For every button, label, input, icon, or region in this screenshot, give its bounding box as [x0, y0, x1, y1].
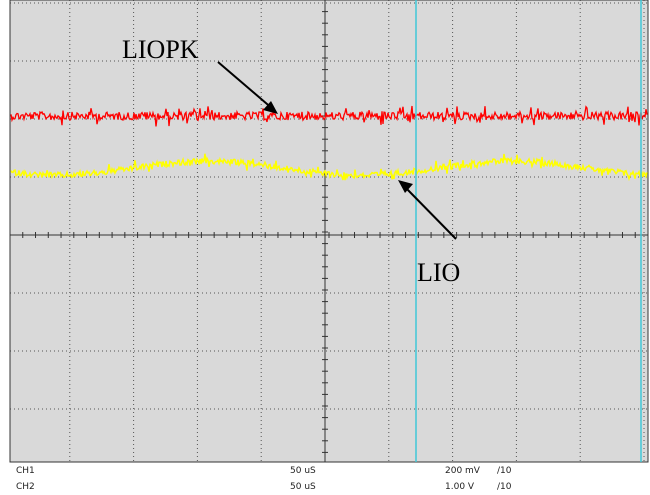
annotations: LIOPK LIO [122, 35, 460, 287]
plot-background [10, 0, 648, 462]
annotation-lio-arrow [403, 185, 457, 240]
timebase-value: 50 uS [290, 482, 316, 492]
plot-frame [9, 0, 649, 463]
traces [10, 105, 648, 182]
annotation-lio-arrowhead [398, 180, 413, 193]
volts-per-div-value: 1.00 V [445, 482, 475, 492]
annotation-liopk-label: LIOPK [122, 35, 199, 64]
status-row-ch1: CH1 50 uS 200 mV /10 [0, 465, 650, 479]
volts-per-div-value: 200 mV [445, 466, 480, 476]
channel-name: CH1 [16, 466, 35, 476]
trace-lio [10, 153, 648, 182]
annotation-liopk-arrowhead [263, 101, 278, 114]
probe-attenuation: /10 [497, 466, 512, 476]
probe-attenuation: /10 [497, 482, 512, 492]
grid [9, 0, 649, 463]
status-row-ch2: CH2 50 uS 1.00 V /10 [0, 481, 650, 495]
timebase-value: 50 uS [290, 466, 316, 476]
cursors [415, 0, 642, 462]
trace-liopk [10, 105, 648, 127]
annotation-lio-label: LIO [417, 258, 460, 287]
annotation-liopk-arrow [217, 61, 275, 111]
channel-name: CH2 [16, 482, 35, 492]
